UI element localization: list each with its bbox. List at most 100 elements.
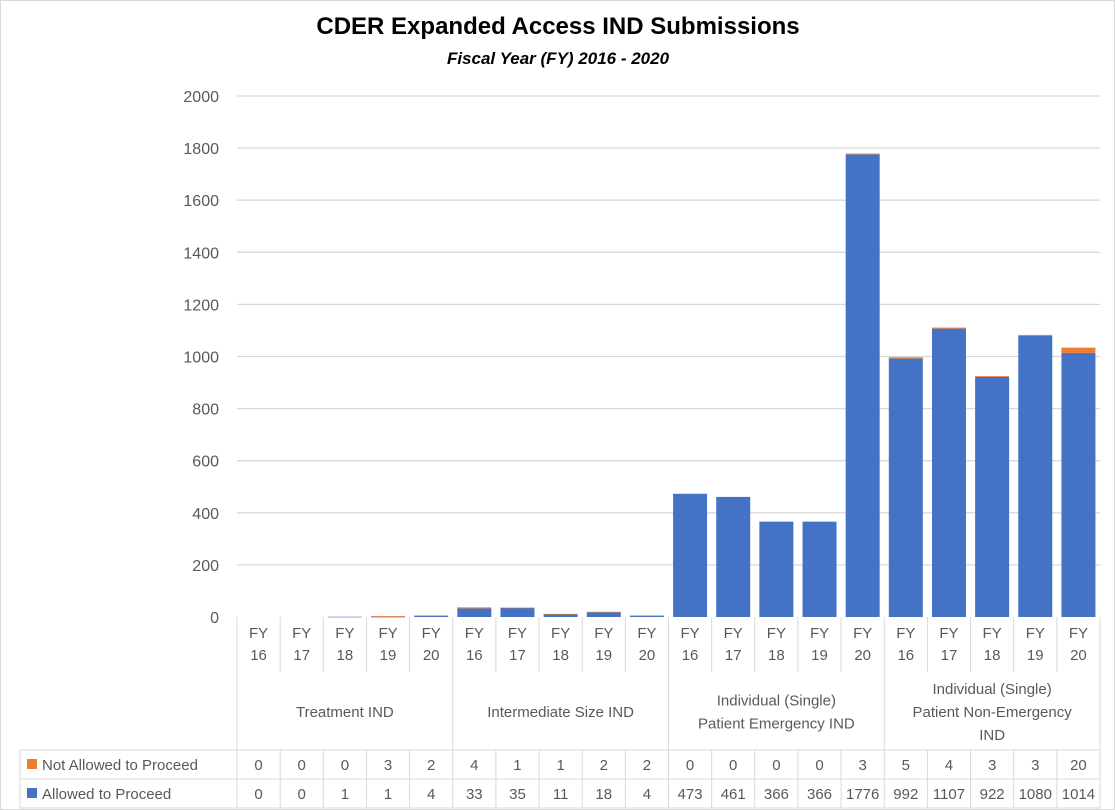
y-tick-label: 1600 xyxy=(183,193,219,210)
bar-allowed xyxy=(586,612,621,617)
x-tick-label: 19 xyxy=(595,647,612,664)
x-tick-label: 19 xyxy=(380,647,397,664)
data-table-value: 0 xyxy=(254,786,262,803)
group-label: Patient Non-Emergency xyxy=(913,704,1073,721)
x-tick-label: 20 xyxy=(639,647,656,664)
x-tick-label: FY xyxy=(508,625,527,642)
y-tick-label: 600 xyxy=(192,454,219,471)
data-table-value: 1 xyxy=(384,786,392,803)
data-table-value: 33 xyxy=(466,786,483,803)
data-table-value: 1 xyxy=(556,757,564,774)
group-label: Patient Emergency IND xyxy=(698,716,855,733)
y-tick-label: 200 xyxy=(192,558,219,575)
x-tick-label: 19 xyxy=(811,647,828,664)
bar-not-allowed xyxy=(1018,334,1053,336)
data-table-value: 2 xyxy=(427,757,435,774)
y-tick-label: 1200 xyxy=(183,297,219,314)
data-table-value: 1 xyxy=(513,757,521,774)
x-tick-label: FY xyxy=(465,625,484,642)
data-table-value: 0 xyxy=(254,757,262,774)
x-tick-label: FY xyxy=(551,625,570,642)
y-tick-label: 0 xyxy=(210,610,219,627)
x-tick-label: FY xyxy=(594,625,613,642)
data-table-value: 11 xyxy=(553,786,569,803)
x-tick-label: FY xyxy=(335,625,354,642)
legend-swatch xyxy=(27,788,37,798)
group-label: Intermediate Size IND xyxy=(487,704,634,721)
x-tick-label: FY xyxy=(249,625,268,642)
x-tick-label: 20 xyxy=(423,647,440,664)
data-table-value: 20 xyxy=(1070,757,1087,774)
bar-allowed xyxy=(1061,352,1096,617)
x-tick-label: 17 xyxy=(509,647,526,664)
data-table-value: 922 xyxy=(980,786,1005,803)
data-table-value: 2 xyxy=(600,757,608,774)
group-label: Treatment IND xyxy=(296,704,394,721)
x-tick-label: FY xyxy=(939,625,958,642)
data-table-value: 2 xyxy=(643,757,651,774)
bar-allowed xyxy=(500,607,535,617)
data-table-value: 4 xyxy=(427,786,435,803)
data-table-value: 1080 xyxy=(1019,786,1052,803)
group-label: Individual (Single) xyxy=(933,681,1052,698)
bar-allowed xyxy=(371,616,406,618)
bar-allowed xyxy=(543,614,578,617)
x-tick-label: 18 xyxy=(768,647,785,664)
x-tick-label: 18 xyxy=(552,647,569,664)
data-table-value: 0 xyxy=(729,757,737,774)
bar-allowed xyxy=(845,154,880,618)
bar-not-allowed xyxy=(414,615,449,617)
x-tick-label: FY xyxy=(292,625,311,642)
data-table-value: 3 xyxy=(1031,757,1039,774)
data-table-value: 4 xyxy=(945,757,953,774)
x-tick-label: FY xyxy=(422,625,441,642)
data-table-value: 3 xyxy=(384,757,392,774)
bar-allowed xyxy=(629,615,664,617)
data-table-value: 366 xyxy=(807,786,832,803)
data-table-value: 0 xyxy=(341,757,349,774)
bar-allowed xyxy=(716,496,751,617)
x-tick-label: 19 xyxy=(1027,647,1044,664)
x-tick-label: FY xyxy=(1026,625,1045,642)
x-tick-label: FY xyxy=(896,625,915,642)
data-table-value: 5 xyxy=(902,757,910,774)
bar-not-allowed xyxy=(845,153,880,155)
x-tick-label: 18 xyxy=(984,647,1001,664)
data-table-value: 18 xyxy=(595,786,612,803)
x-tick-label: 17 xyxy=(941,647,958,664)
x-tick-label: FY xyxy=(724,625,743,642)
x-tick-label: FY xyxy=(1069,625,1088,642)
data-table-value: 1 xyxy=(341,786,349,803)
y-tick-label: 800 xyxy=(192,402,219,419)
data-table-value: 0 xyxy=(772,757,780,774)
x-tick-label: FY xyxy=(680,625,699,642)
x-tick-label: 16 xyxy=(897,647,914,664)
x-tick-label: 16 xyxy=(250,647,267,664)
y-tick-label: 1400 xyxy=(183,245,219,262)
x-tick-label: FY xyxy=(983,625,1002,642)
x-tick-label: FY xyxy=(767,625,786,642)
data-table-value: 1107 xyxy=(933,786,965,803)
bar-not-allowed xyxy=(629,615,664,617)
x-tick-label: FY xyxy=(853,625,872,642)
bar-allowed xyxy=(457,608,492,617)
data-table-value: 1776 xyxy=(846,786,879,803)
bar-allowed xyxy=(759,521,794,617)
y-tick-label: 1000 xyxy=(183,350,219,367)
bar-allowed xyxy=(975,376,1010,617)
bar-not-allowed xyxy=(975,376,1010,377)
data-table-value: 1014 xyxy=(1062,786,1095,803)
legend-label: Not Allowed to Proceed xyxy=(42,757,198,774)
group-label: Individual (Single) xyxy=(717,693,836,710)
legend-swatch xyxy=(27,759,37,769)
chart-title: CDER Expanded Access IND Submissions xyxy=(316,13,799,40)
bar-not-allowed xyxy=(371,615,406,617)
chart-subtitle: Fiscal Year (FY) 2016 - 2020 xyxy=(447,49,670,68)
data-table-value: 0 xyxy=(298,786,306,803)
bar-allowed xyxy=(414,615,449,617)
x-tick-label: 16 xyxy=(682,647,699,664)
data-table-value: 3 xyxy=(859,757,867,774)
bar-allowed xyxy=(673,493,708,617)
bar-allowed xyxy=(802,521,837,617)
bar-not-allowed xyxy=(457,607,492,609)
